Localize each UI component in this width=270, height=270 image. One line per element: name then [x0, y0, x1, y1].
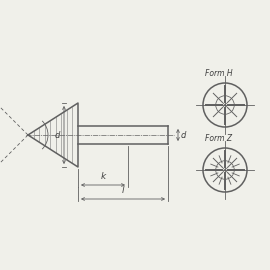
Text: l: l: [122, 186, 124, 195]
Text: d: d: [181, 130, 186, 140]
Text: Form H: Form H: [205, 69, 233, 78]
Text: d: d: [55, 130, 60, 140]
Text: k: k: [100, 172, 106, 181]
Text: Form Z: Form Z: [205, 134, 232, 143]
Text: 90°: 90°: [0, 128, 1, 142]
